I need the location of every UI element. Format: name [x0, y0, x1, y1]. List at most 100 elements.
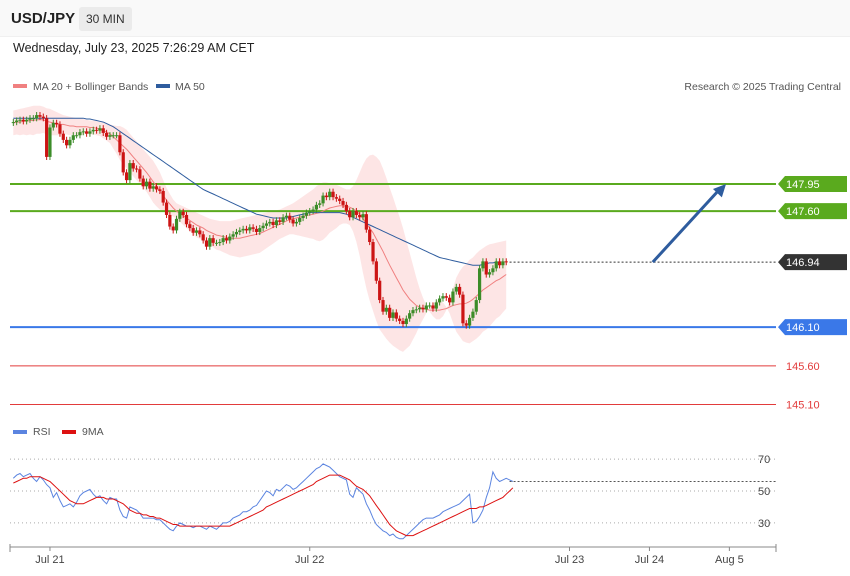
- candle: [241, 225, 245, 234]
- x-tick-label: Jul 21: [35, 554, 64, 566]
- candle-body: [291, 219, 295, 224]
- candle-body: [65, 139, 69, 146]
- candle-body: [288, 215, 292, 220]
- level-tag-2: [778, 319, 847, 336]
- candle: [231, 231, 235, 240]
- candle: [364, 211, 368, 233]
- level-tag-0: [778, 175, 847, 192]
- candle-body: [364, 214, 368, 230]
- candle-body: [101, 128, 105, 133]
- candle: [351, 207, 355, 221]
- candle-body: [94, 129, 99, 131]
- candle-body: [481, 261, 485, 269]
- candle: [161, 187, 165, 206]
- candle: [281, 214, 285, 225]
- candle-body: [61, 133, 65, 140]
- candle: [288, 212, 292, 223]
- candle-body: [128, 163, 132, 181]
- candle-body: [318, 203, 322, 205]
- candle-body: [341, 201, 345, 205]
- candle-body: [484, 261, 488, 275]
- candle: [228, 233, 232, 244]
- candle-body: [218, 242, 222, 244]
- candle: [45, 115, 49, 160]
- candle-body: [501, 261, 505, 266]
- candle-body: [244, 228, 249, 231]
- candle: [61, 130, 65, 143]
- candle: [11, 118, 15, 126]
- interval-button[interactable]: 30 MIN: [79, 7, 132, 31]
- candle: [487, 269, 492, 278]
- candle: [15, 117, 19, 126]
- candle: [158, 186, 162, 195]
- candle: [451, 288, 455, 306]
- candle: [401, 317, 405, 328]
- candle: [497, 258, 502, 269]
- candle: [65, 136, 69, 149]
- candle-body: [238, 230, 242, 232]
- candle: [261, 222, 265, 232]
- candle: [361, 211, 365, 221]
- candle: [244, 225, 249, 234]
- candles-layer: [11, 112, 508, 329]
- candle-body: [85, 131, 89, 134]
- candle-body: [158, 189, 162, 191]
- candle-body: [231, 234, 235, 237]
- candle-body: [88, 131, 92, 134]
- candle-body: [168, 214, 172, 227]
- candle-body: [15, 120, 19, 123]
- candle: [391, 309, 395, 321]
- candle-body: [274, 220, 279, 225]
- top-bar: USD/JPY 30 MIN: [0, 0, 850, 37]
- candle: [471, 308, 475, 321]
- candle-body: [354, 211, 358, 215]
- candle-body: [451, 291, 455, 303]
- candle: [28, 115, 32, 123]
- candle-body: [108, 135, 112, 137]
- candle-body: [391, 312, 395, 318]
- candle: [31, 115, 35, 122]
- candle-body: [477, 268, 482, 301]
- candle-body: [308, 211, 312, 213]
- candle-body: [324, 195, 328, 198]
- candle: [504, 258, 508, 266]
- candle-body: [418, 307, 422, 310]
- candle-body: [98, 128, 102, 131]
- levels-layer: [10, 182, 776, 406]
- candle: [51, 119, 55, 131]
- candle-body: [474, 300, 478, 312]
- candle-body: [214, 242, 219, 244]
- candle-body: [401, 320, 405, 325]
- x-tick-label: Aug 5: [715, 554, 744, 566]
- candle-body: [358, 214, 362, 218]
- level-label-1: 147.60: [786, 206, 820, 218]
- candle-body: [298, 218, 302, 222]
- candle-body: [254, 228, 259, 232]
- candle-body: [208, 238, 212, 247]
- candle: [218, 238, 222, 246]
- level-label-2: 146.10: [786, 322, 820, 334]
- candle-body: [228, 236, 232, 241]
- candle-body: [148, 181, 152, 189]
- candle: [358, 211, 362, 221]
- candle-body: [221, 238, 225, 243]
- candle: [258, 225, 262, 236]
- candle: [371, 238, 375, 265]
- candle: [441, 293, 445, 302]
- candle-body: [311, 209, 315, 212]
- candle-body: [178, 211, 182, 219]
- candle: [128, 160, 132, 184]
- candle: [134, 165, 139, 173]
- candle: [424, 302, 428, 313]
- candle: [254, 225, 259, 236]
- candle: [78, 129, 82, 139]
- candle: [164, 199, 169, 219]
- candle-body: [301, 215, 305, 219]
- candle: [118, 132, 122, 156]
- candle: [421, 304, 425, 313]
- ma50-legend-swatch: [156, 84, 170, 88]
- candle: [491, 265, 495, 276]
- rsi-ma-legend-label: 9MA: [82, 426, 104, 438]
- candle: [301, 212, 305, 222]
